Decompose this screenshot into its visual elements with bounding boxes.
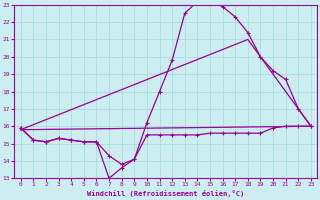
X-axis label: Windchill (Refroidissement éolien,°C): Windchill (Refroidissement éolien,°C): [87, 190, 244, 197]
